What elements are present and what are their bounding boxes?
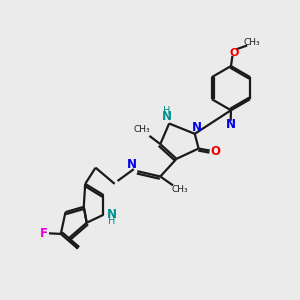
Text: CH₃: CH₃ [171, 185, 188, 194]
Text: H: H [108, 216, 116, 226]
Text: N: N [225, 118, 236, 131]
Text: F: F [40, 227, 48, 240]
Text: O: O [229, 48, 239, 58]
Text: CH₃: CH₃ [134, 125, 150, 134]
Text: N: N [162, 110, 172, 123]
Text: N: N [107, 208, 117, 221]
Text: N: N [192, 121, 202, 134]
Text: O: O [211, 145, 221, 158]
Text: N: N [127, 158, 137, 171]
Text: H: H [164, 106, 171, 116]
Text: CH₃: CH₃ [243, 38, 260, 47]
